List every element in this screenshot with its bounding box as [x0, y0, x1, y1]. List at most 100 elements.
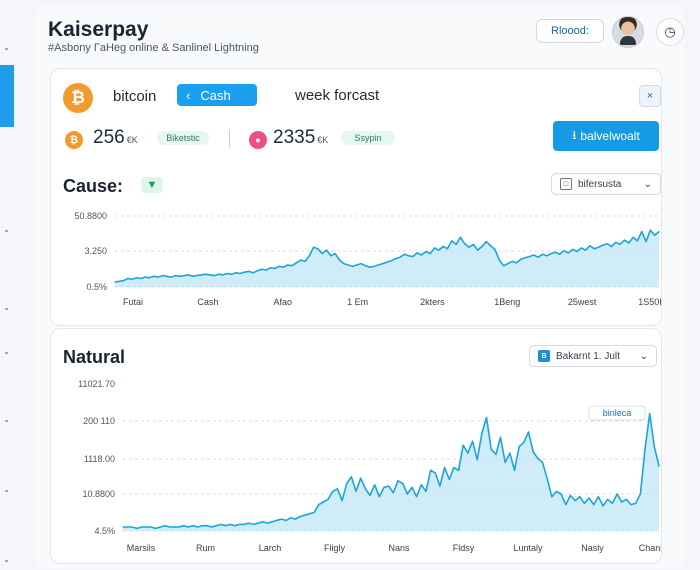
cause-chart-data-point [494, 248, 496, 250]
stat-value-2: 2335 €K [273, 127, 328, 149]
cause-chart-x-tick-label: Cash [197, 297, 218, 307]
natural-chart-data-point [616, 493, 618, 495]
cause-chart-data-point [369, 266, 371, 268]
cause-chart-data-point [602, 244, 604, 246]
natural-chart-data-point [280, 518, 283, 520]
stat-value-2-unit: €K [317, 135, 329, 145]
natural-chart-data-point [635, 502, 637, 504]
cause-chart-data-point [433, 247, 436, 249]
cause-chart-data-point [641, 231, 643, 233]
natural-chart-data-point [448, 478, 450, 481]
natural-chart-data-point [234, 525, 236, 527]
natural-chart-data-point [430, 469, 432, 471]
cause-chart-data-point [338, 259, 341, 261]
cause-chart-x-tick-label: 1Beng [494, 297, 520, 307]
cause-chart-data-point [382, 263, 384, 265]
coin-icon: ● [249, 131, 267, 149]
cause-chart-data-point [464, 243, 466, 245]
action-button[interactable]: ⭳ balvelwoalt [553, 121, 659, 151]
natural-chart-x-tick-label: Fligly [324, 543, 346, 553]
cause-chart-data-point [248, 270, 250, 272]
cause-chart-data-point [446, 248, 448, 250]
bitcoin-icon: ₿ [65, 131, 83, 149]
natural-chart-data-point [551, 496, 553, 498]
cause-chart-data-point [576, 250, 578, 253]
natural-chart-data-point [527, 431, 530, 433]
cause-chart-data-point [580, 247, 582, 249]
cause-chart-data-point [455, 243, 457, 245]
cause-chart-data-point [295, 262, 297, 264]
natural-chart-dropdown[interactable]: B Bakarnt 1. Jult ⌄ [529, 345, 657, 367]
natural-chart-data-point [206, 525, 208, 527]
cause-chart-data-point [209, 274, 211, 276]
cause-chart-data-point [598, 246, 600, 248]
natural-chart-data-point [364, 488, 366, 490]
status-badge: Ssypin [341, 131, 395, 145]
cause-chart-data-point [606, 243, 608, 245]
app-window: Kaiserpay #Asbony ГaHeg online & Sanline… [36, 6, 684, 568]
cause-chart-data-point [438, 249, 440, 251]
natural-chart-data-point [444, 467, 446, 469]
cause-chart-data-point [226, 272, 228, 275]
cause-chart-data-point [628, 242, 630, 244]
cash-button[interactable]: ‹ Cash [177, 84, 257, 106]
natural-chart-data-point [248, 522, 250, 524]
cause-chart-data-point [123, 280, 125, 282]
natural-chart-data-point [472, 440, 474, 442]
avatar[interactable] [612, 16, 644, 48]
clock-icon[interactable]: ◷ [656, 18, 684, 46]
cause-chart-data-point [636, 240, 639, 242]
natural-chart-data-point [378, 496, 380, 498]
natural-chart-data-point [485, 416, 488, 419]
natural-chart-data-point [560, 493, 562, 495]
cause-chart-title: Cause: [63, 176, 124, 196]
cause-chart-data-point [572, 248, 574, 250]
cause-chart-data-point [619, 243, 621, 245]
stat-value-1-number: 256 [93, 127, 125, 148]
cause-chart-data-point [308, 255, 310, 257]
close-icon[interactable]: × [639, 85, 661, 107]
top-pill-button[interactable]: Rloood: [536, 19, 604, 43]
cause-chart-data-point [373, 265, 375, 267]
natural-chart-data-point [159, 526, 161, 528]
cause-chart-x-tick-label: Afao [273, 297, 292, 307]
natural-chart-x-tick-label: Chanbon [639, 543, 661, 553]
cause-chart-data-point [390, 260, 392, 262]
left-sidebar-marker [5, 352, 8, 354]
chart-annotation-label: binleca [603, 408, 632, 418]
natural-chart-y-tick-label: 11021.70 [78, 379, 115, 389]
natural-chart-data-point [332, 490, 334, 492]
cause-chart-data-point [183, 275, 185, 277]
natural-chart-data-point [416, 496, 418, 498]
cause-chart-dropdown[interactable]: □ bifersusta ⌄ [551, 173, 661, 195]
natural-chart-data-point [127, 526, 129, 528]
cause-chart-data-point [559, 253, 561, 255]
natural-chart-data-point [178, 526, 180, 528]
cause-chart-data-point [131, 278, 133, 280]
b-icon: B [538, 350, 550, 362]
cause-chart-data-point [256, 270, 259, 272]
cause-chart-data-point [442, 245, 444, 248]
natural-chart-data-point [350, 476, 352, 478]
week-forecast-label: week forcast [295, 87, 380, 104]
natural-chart-area [123, 413, 659, 531]
natural-chart-data-point [322, 501, 324, 503]
divider [229, 130, 230, 148]
natural-chart-data-point [453, 467, 455, 469]
natural-chart-y-tick-label: 200 110 [83, 416, 115, 426]
cause-chart-data-point [269, 267, 271, 269]
cause-chart-data-point [615, 241, 617, 243]
natural-chart-data-point [653, 445, 655, 448]
natural-chart-data-point [462, 444, 464, 446]
natural-chart-data-point [406, 493, 408, 495]
cause-chart-data-point [649, 229, 652, 231]
left-sidebar-active-indicator[interactable] [0, 65, 14, 127]
cause-chart-data-point [235, 272, 237, 274]
cause-chart-data-point [515, 262, 518, 264]
cause-chart-data-point [524, 257, 526, 259]
left-sidebar-marker [5, 420, 8, 422]
cause-chart-data-point [205, 273, 207, 275]
left-sidebar-marker [5, 560, 8, 562]
natural-chart-data-point [537, 457, 539, 459]
natural-chart-data-point [458, 469, 460, 471]
